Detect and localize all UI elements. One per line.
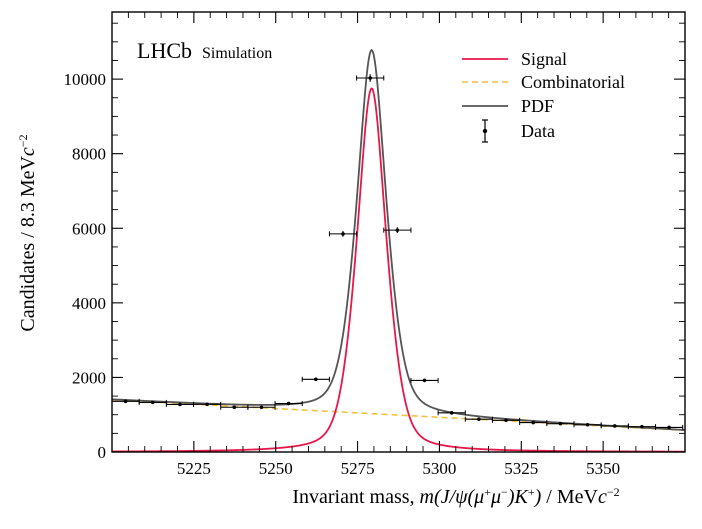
experiment-name: LHCb	[137, 38, 192, 63]
data-point	[356, 74, 385, 82]
y-tick-label: 6000	[72, 219, 106, 238]
legend-signal-label: Signal	[521, 49, 567, 69]
legend-data-marker	[482, 119, 488, 143]
signal-curve	[112, 87, 685, 452]
x-tick-label: 5300	[422, 459, 456, 478]
legend-data-label: Data	[521, 121, 555, 141]
data-point	[328, 231, 358, 237]
data-points	[111, 74, 684, 430]
x-tick-label: 5250	[259, 459, 293, 478]
data-point	[247, 404, 276, 410]
data-point	[274, 401, 303, 407]
legend-pdf-label: PDF	[521, 96, 554, 116]
plot-frame	[111, 11, 686, 453]
data-point	[410, 377, 439, 383]
data-point	[655, 424, 684, 430]
data-point	[437, 410, 466, 416]
experiment-tag: Simulation	[202, 45, 272, 62]
y-tick-label: 0	[98, 443, 107, 462]
pdf-curve	[112, 48, 685, 431]
legend: Signal Combinatorial PDF Data	[462, 49, 625, 143]
y-tick-label: 8000	[72, 145, 106, 164]
data-point	[383, 227, 412, 234]
fit-curves	[112, 48, 685, 452]
x-tick-label: 5350	[586, 459, 620, 478]
x-axis-label: Invariant mass, m(J/ψ(μ+μ−)K+) / MeVc−2	[292, 485, 619, 508]
legend-combinatorial-label: Combinatorial	[521, 72, 625, 92]
x-tick-label: 5325	[504, 459, 538, 478]
x-tick-label: 5275	[341, 459, 375, 478]
experiment-label: LHCb Simulation	[137, 38, 272, 63]
data-point	[519, 420, 548, 426]
y-tick-label: 10000	[64, 70, 107, 89]
y-axis-label: Candidates / 8.3 MeVc−2	[16, 134, 39, 331]
data-point	[301, 376, 330, 382]
axis-ticks: 5225 5250 5275 5300 5325 5350 0 2000 4000 6000 800…	[64, 12, 685, 478]
y-tick-label: 2000	[72, 368, 106, 387]
x-tick-label: 5225	[177, 459, 211, 478]
y-tick-label: 4000	[72, 294, 106, 313]
